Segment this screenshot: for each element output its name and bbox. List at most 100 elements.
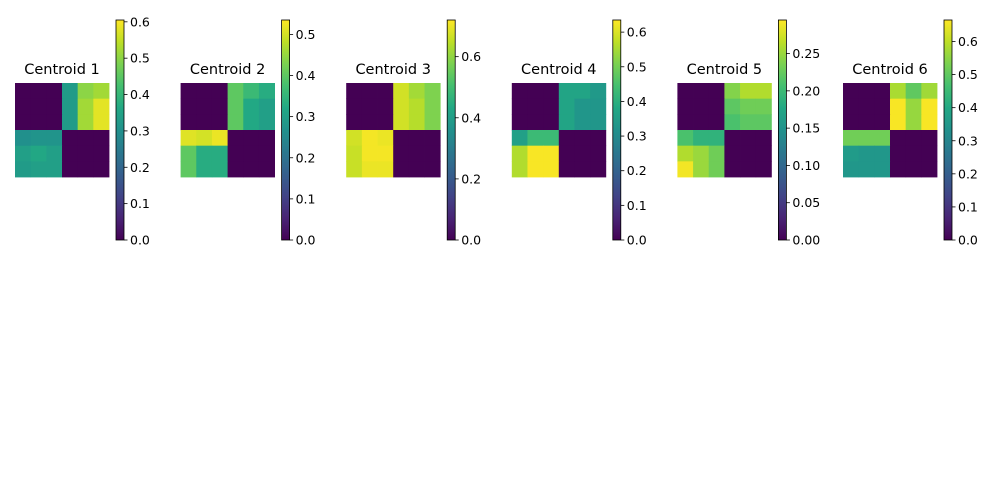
- heatmap-cell: [346, 114, 363, 131]
- panel-title: Centroid 1: [24, 62, 100, 78]
- heatmap-cell: [858, 130, 875, 147]
- heatmap-cell: [724, 161, 741, 178]
- heatmap-cell: [15, 114, 32, 131]
- heatmap-cell: [424, 98, 441, 115]
- heatmap-cell: [62, 130, 79, 147]
- colorbar-frame: [115, 19, 125, 241]
- heatmap-cell: [93, 130, 110, 147]
- heatmap-cell: [393, 161, 410, 178]
- centroid-panel-6: Centroid 6 0.0 0.1 0.2 0.3 0.4 0.5 0.6: [843, 19, 978, 248]
- colorbar-tick-label: 0.2: [130, 160, 150, 175]
- heatmap-cell: [62, 98, 79, 115]
- heatmap-cell: [590, 130, 607, 147]
- colorbar-tick-label: 0.4: [296, 68, 316, 83]
- heatmap-cell: [346, 83, 363, 100]
- heatmap-cell: [708, 114, 725, 131]
- heatmap-cell: [843, 145, 860, 162]
- heatmap-cell: [724, 83, 741, 100]
- heatmap-cell: [874, 161, 891, 178]
- heatmap-cell: [511, 161, 528, 178]
- heatmap-cell: [377, 98, 394, 115]
- colorbar-tick-label: 0.3: [296, 109, 316, 124]
- colorbar-frame: [778, 19, 787, 241]
- heatmap-cell: [905, 145, 922, 162]
- colorbar-tick-label: 0.3: [627, 129, 647, 144]
- heatmap-cell: [15, 161, 32, 178]
- heatmap-cell: [180, 145, 197, 162]
- heatmap-cell: [30, 114, 47, 131]
- heatmap-cell: [874, 83, 891, 100]
- centroid-panel-4: Centroid 4 0.0 0.1 0.2 0.3 0.4 0.5 0.6: [511, 19, 647, 248]
- colorbar-gradient: [281, 20, 290, 240]
- heatmap-cell: [46, 145, 63, 162]
- heatmap-cell: [211, 145, 228, 162]
- heatmap-cell: [874, 130, 891, 147]
- heatmap-cell: [30, 98, 47, 115]
- heatmap-cell: [527, 161, 544, 178]
- heatmap-cell: [708, 145, 725, 162]
- heatmap-cell: [30, 145, 47, 162]
- heatmap-cell: [62, 114, 79, 131]
- heatmap-cell: [905, 98, 922, 115]
- heatmap-cell: [258, 114, 275, 131]
- heatmap-cell: [543, 98, 560, 115]
- heatmap-cell: [740, 161, 757, 178]
- heatmap-cell: [346, 98, 363, 115]
- heatmap-cell: [196, 145, 213, 162]
- heatmap-cell: [693, 98, 710, 115]
- heatmap-cell: [77, 98, 94, 115]
- heatmap-cell: [408, 114, 425, 131]
- colorbar-tick-label: 0.6: [130, 14, 150, 29]
- colorbar-gradient: [944, 20, 952, 240]
- heatmap-cell: [677, 98, 694, 115]
- colorbar-tick-label: 0.6: [627, 25, 647, 40]
- colorbar-tick-label: 0.2: [461, 171, 481, 186]
- heatmap-cell: [424, 130, 441, 147]
- heatmap-cell: [677, 83, 694, 100]
- heatmap-cell: [346, 161, 363, 178]
- heatmap-cell: [527, 114, 544, 131]
- heatmap-cell: [874, 145, 891, 162]
- heatmap-cell: [558, 145, 575, 162]
- colorbar-tick-label: 0.4: [461, 110, 481, 125]
- colorbar-tick-label: 0.5: [130, 51, 150, 66]
- heatmap-cell: [527, 83, 544, 100]
- heatmap-cell: [243, 83, 260, 100]
- heatmap-cell: [677, 161, 694, 178]
- heatmap-cell: [693, 145, 710, 162]
- heatmap-cell: [393, 130, 410, 147]
- heatmap-cell: [227, 83, 244, 100]
- heatmap-cell: [15, 98, 32, 115]
- heatmap-cell: [543, 114, 560, 131]
- heatmap-cell: [196, 98, 213, 115]
- heatmap-cell: [874, 98, 891, 115]
- heatmap-cell: [180, 161, 197, 178]
- heatmap-cell: [211, 161, 228, 178]
- heatmap-cell: [258, 98, 275, 115]
- colorbar-tick-label: 0.15: [792, 121, 820, 136]
- centroid-panel-3: Centroid 3 0.0 0.2 0.4 0.6: [346, 19, 481, 248]
- heatmap-cell: [408, 161, 425, 178]
- panel-title: Centroid 4: [521, 62, 597, 78]
- heatmap-cell: [574, 98, 591, 115]
- heatmap-cell: [361, 145, 378, 162]
- centroid-panel-5: Centroid 5 0.00 0.05 0.10 0.15 0.20 0.25: [677, 19, 820, 248]
- heatmap-cell: [724, 145, 741, 162]
- heatmap-cell: [424, 145, 441, 162]
- heatmap-cell: [93, 161, 110, 178]
- heatmap-cell: [590, 161, 607, 178]
- heatmap-cell: [574, 161, 591, 178]
- heatmap-cell: [921, 145, 938, 162]
- heatmap-cell: [574, 130, 591, 147]
- heatmap-cell: [180, 83, 197, 100]
- heatmap-cell: [393, 145, 410, 162]
- heatmap-cell: [393, 83, 410, 100]
- heatmap-cell: [62, 145, 79, 162]
- heatmap-cell: [740, 130, 757, 147]
- heatmap-cell: [93, 145, 110, 162]
- heatmap-cell: [755, 114, 772, 131]
- heatmap-cell: [77, 130, 94, 147]
- panel-title: Centroid 2: [190, 62, 266, 78]
- heatmap-cell: [258, 130, 275, 147]
